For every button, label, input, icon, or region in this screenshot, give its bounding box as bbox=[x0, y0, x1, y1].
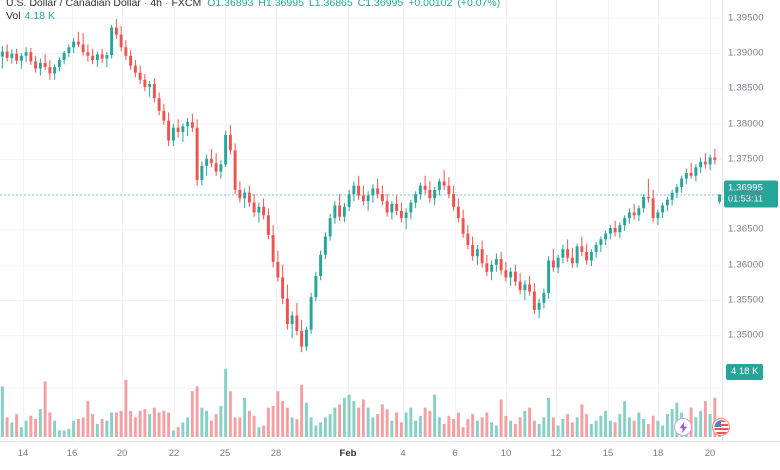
price-tick: 1.39500 bbox=[728, 12, 764, 24]
time-tick: 20 bbox=[704, 448, 716, 459]
plot-area[interactable] bbox=[0, 0, 722, 441]
us-flag-glyph bbox=[713, 419, 729, 435]
time-tick: 25 bbox=[219, 448, 231, 459]
time-tick: 16 bbox=[66, 448, 78, 459]
volume-badge[interactable]: 4.18 K bbox=[726, 364, 764, 380]
price-tick: 1.38000 bbox=[728, 118, 764, 130]
price-tick: 1.36500 bbox=[728, 223, 764, 235]
price-tick: 1.38500 bbox=[728, 82, 764, 94]
price-tick: 1.36000 bbox=[728, 259, 764, 271]
price-tick: 1.37500 bbox=[728, 153, 764, 165]
current-price-badge[interactable]: 1.36995 01:53:11 bbox=[724, 180, 778, 208]
time-tick: 20 bbox=[116, 448, 128, 459]
price-tick: 1.35500 bbox=[728, 294, 764, 306]
time-tick: 14 bbox=[17, 448, 29, 459]
time-scale[interactable]: 14 16 20 22 25 28 Feb 4 6 10 12 15 18 20 bbox=[0, 441, 780, 470]
time-tick: Feb bbox=[339, 448, 357, 459]
price-scale[interactable]: 1.36995 01:53:11 4.18 K 1.39500 1.39000 1.… bbox=[722, 0, 780, 441]
price-tick: 1.35000 bbox=[728, 329, 764, 341]
time-tick: 22 bbox=[168, 448, 180, 459]
us-flag-icon[interactable] bbox=[712, 418, 730, 436]
time-tick: 15 bbox=[602, 448, 614, 459]
time-tick: 18 bbox=[652, 448, 664, 459]
price-tick: 1.37000 bbox=[728, 188, 764, 200]
time-tick: 4 bbox=[400, 448, 406, 459]
time-tick: 12 bbox=[550, 448, 562, 459]
time-tick: 10 bbox=[500, 448, 512, 459]
time-tick: 28 bbox=[270, 448, 282, 459]
current-price-value: 1.36995 bbox=[728, 182, 764, 194]
lightning-bolt-icon[interactable] bbox=[674, 418, 692, 436]
volume-bars bbox=[0, 368, 722, 437]
current-price-line bbox=[0, 194, 722, 196]
candlestick-series bbox=[0, 19, 722, 353]
lightning-glyph bbox=[679, 421, 687, 433]
time-tick: 6 bbox=[452, 448, 458, 459]
bar-countdown: 01:53:11 bbox=[728, 193, 764, 204]
price-tick: 1.39000 bbox=[728, 47, 764, 59]
